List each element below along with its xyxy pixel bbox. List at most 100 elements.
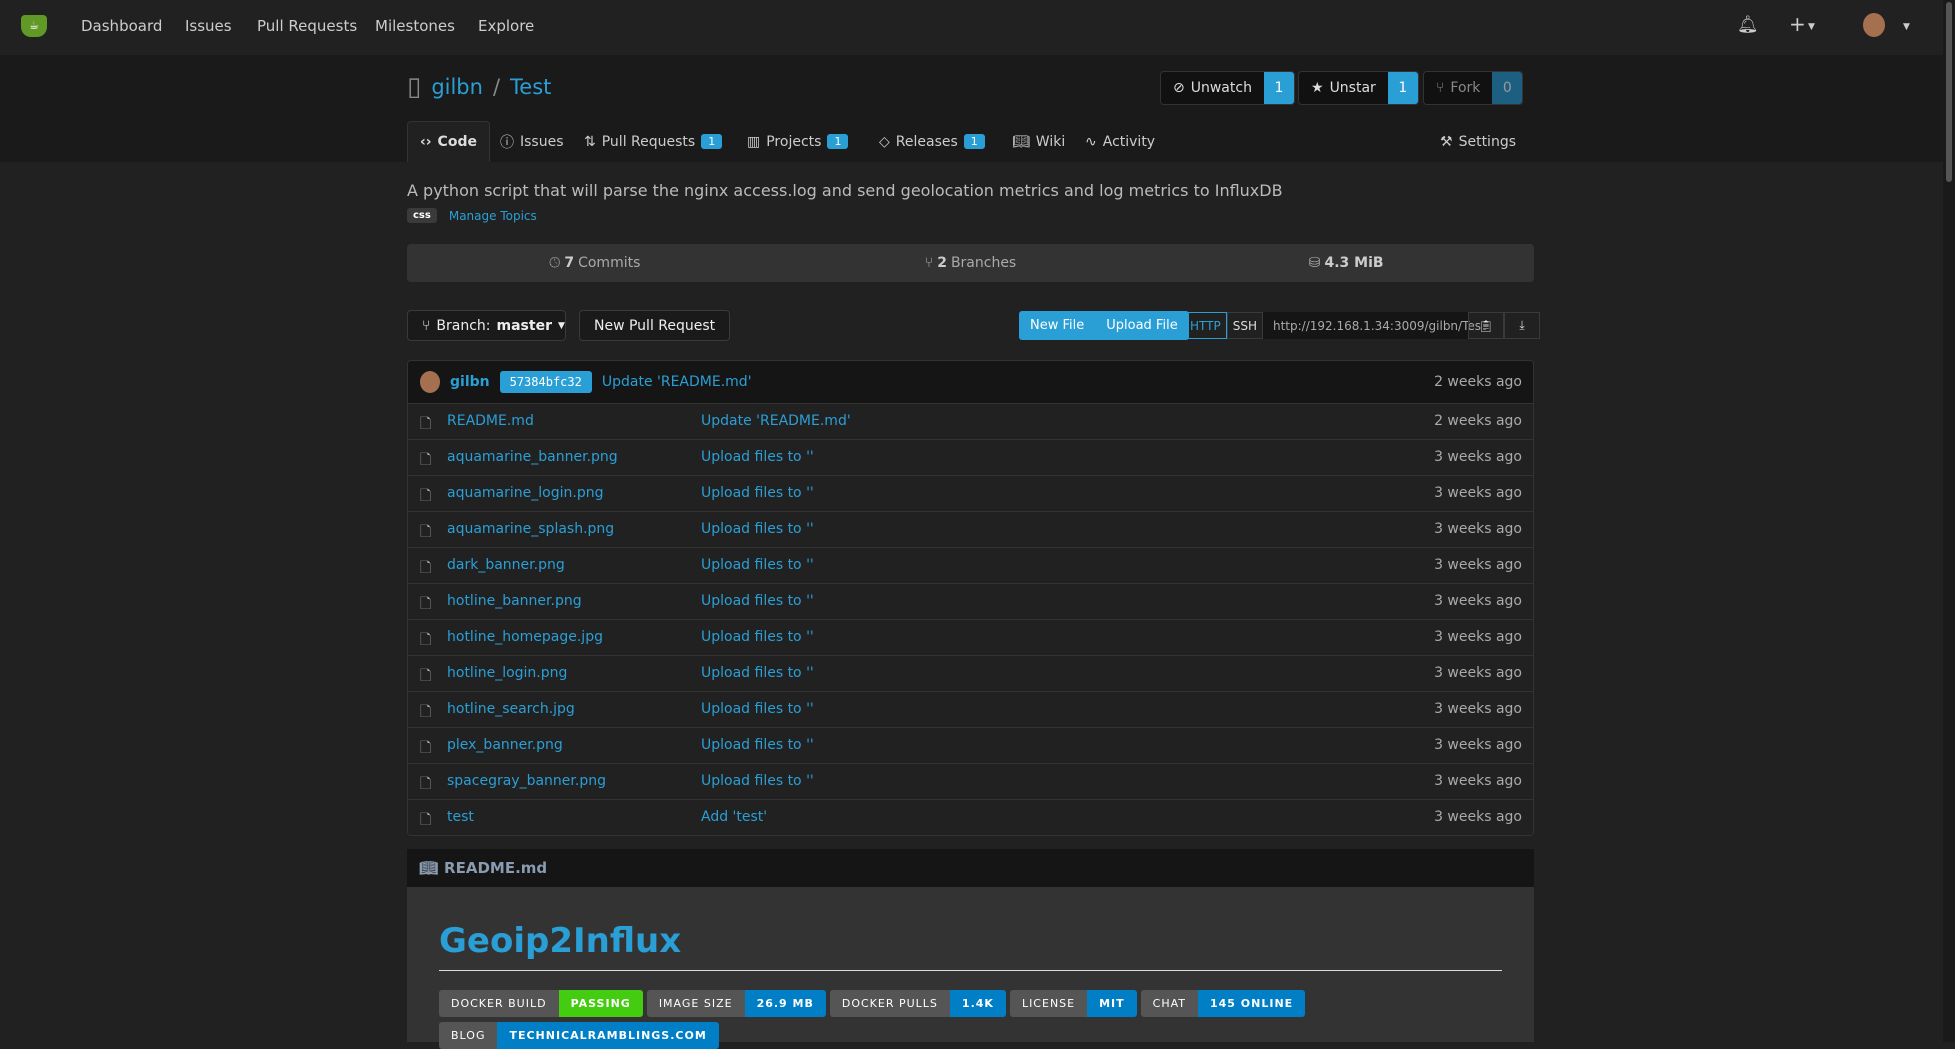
commit-author[interactable]: gilbn — [450, 374, 490, 390]
readme-badge[interactable]: BLOG TECHNICALRAMBLINGS.COM — [439, 1022, 719, 1049]
commit-message[interactable]: Update 'README.md' — [601, 374, 752, 390]
readme-badge[interactable]: IMAGE SIZE 26.9 MB — [646, 990, 826, 1017]
repo-tabs: ‹› Code ⓘ Issues ⇅ Pull Requests 1 ▥ Projects… — [407, 121, 1534, 162]
branch-selector[interactable]: ⑂ Branch: master ▼ — [407, 310, 566, 341]
commit-sha[interactable]: 57384bfc32 — [499, 371, 592, 393]
download-icon[interactable]: ⤓ — [1503, 312, 1540, 339]
file-commit-link[interactable]: Add 'test' — [701, 809, 768, 825]
repo-icon: ▯ — [407, 72, 422, 102]
tab-settings[interactable]: ⚒ Settings — [1440, 121, 1516, 162]
file-time: 3 weeks ago — [1434, 773, 1522, 789]
manage-topics-link[interactable]: Manage Topics — [448, 208, 537, 223]
file-time: 3 weeks ago — [1434, 521, 1522, 537]
chevron-down-icon[interactable]: ▼ — [1903, 22, 1910, 32]
file-name-link[interactable]: aquamarine_splash.png — [447, 521, 615, 537]
file-commit-link[interactable]: Upload files to '' — [701, 593, 814, 609]
file-name-link[interactable]: aquamarine_login.png — [447, 485, 604, 501]
readme-badge[interactable]: LICENSE MIT — [1009, 990, 1137, 1017]
repo-name-link[interactable]: Test — [510, 75, 552, 99]
repo-owner-link[interactable]: gilbn — [431, 75, 483, 99]
file-row: 🗋︎ test Add 'test' 3 weeks ago — [408, 799, 1533, 835]
file-commit-link[interactable]: Upload files to '' — [701, 449, 814, 465]
user-avatar[interactable] — [1863, 13, 1885, 37]
commits-stat[interactable]: 🕓︎ 7 Commits — [407, 244, 783, 282]
fork-count[interactable]: 0 — [1492, 72, 1523, 104]
branches-stat[interactable]: ⑂ 2 Branches — [783, 244, 1159, 282]
nav-dashboard[interactable]: Dashboard — [81, 17, 163, 35]
file-name-link[interactable]: hotline_search.jpg — [447, 701, 575, 717]
divider — [439, 970, 1502, 971]
file-icon: 🗋︎ — [420, 452, 432, 468]
nav-issues[interactable]: Issues — [185, 17, 232, 35]
nav-pull-requests[interactable]: Pull Requests — [257, 17, 358, 35]
unwatch-button[interactable]: ⊘ Unwatch 1 — [1160, 71, 1295, 105]
file-name-link[interactable]: README.md — [447, 413, 534, 429]
file-name-link[interactable]: plex_banner.png — [447, 737, 563, 753]
topics: css Manage Topics — [407, 208, 1534, 223]
file-commit-link[interactable]: Upload files to '' — [701, 773, 814, 789]
file-commit-link[interactable]: Upload files to '' — [701, 557, 814, 573]
readme-title: Geoip2Influx — [439, 921, 682, 961]
count-badge: 1 — [827, 134, 849, 149]
fork-label: Fork — [1450, 80, 1481, 96]
tab-code[interactable]: ‹› Code — [407, 121, 490, 162]
file-time: 3 weeks ago — [1434, 629, 1522, 645]
file-commit-link[interactable]: Upload files to '' — [701, 485, 814, 501]
file-row: 🗋︎ hotline_homepage.jpg Upload files to … — [408, 619, 1533, 655]
star-count[interactable]: 1 — [1387, 72, 1418, 104]
create-plus-icon[interactable]: + — [1789, 12, 1806, 36]
file-name-link[interactable]: hotline_homepage.jpg — [447, 629, 603, 645]
fork-button[interactable]: ⑂ Fork 0 — [1423, 71, 1524, 105]
new-file-button[interactable]: New File — [1030, 318, 1085, 333]
tab-issues[interactable]: ⓘ Issues — [500, 121, 564, 162]
bell-icon[interactable]: 🔔︎ — [1737, 15, 1759, 35]
http-button[interactable]: HTTP — [1184, 312, 1227, 339]
file-name-link[interactable]: spacegray_banner.png — [447, 773, 606, 789]
pull-request-icon: ⇅ — [584, 133, 596, 150]
file-commit-link[interactable]: Upload files to '' — [701, 665, 814, 681]
watch-count[interactable]: 1 — [1263, 72, 1294, 104]
badge-key: IMAGE SIZE — [646, 990, 745, 1017]
file-row: 🗋︎ README.md Update 'README.md' 2 weeks … — [408, 403, 1533, 439]
nav-explore[interactable]: Explore — [478, 17, 535, 35]
file-commit-link[interactable]: Upload files to '' — [701, 701, 814, 717]
tab-projects[interactable]: ▥ Projects 1 — [747, 121, 849, 162]
project-icon: ▥ — [747, 133, 761, 150]
file-name-link[interactable]: hotline_login.png — [447, 665, 568, 681]
new-pull-request-button[interactable]: New Pull Request — [579, 310, 731, 341]
readme-badge[interactable]: DOCKER PULLS 1.4K — [829, 990, 1006, 1017]
tab-label: Wiki — [1035, 133, 1066, 150]
ssh-button[interactable]: SSH — [1226, 312, 1263, 339]
file-icon: 🗋︎ — [420, 740, 432, 756]
chevron-down-icon[interactable]: ▼ — [1808, 22, 1815, 32]
tab-wiki[interactable]: 📖︎ Wiki — [1012, 121, 1065, 162]
book-icon: 📖︎ — [1012, 133, 1030, 150]
file-name-link[interactable]: hotline_banner.png — [447, 593, 582, 609]
unstar-button[interactable]: ★ Unstar 1 — [1298, 71, 1419, 105]
file-time: 3 weeks ago — [1434, 449, 1522, 465]
scrollbar-thumb[interactable] — [1946, 2, 1952, 182]
file-name-link[interactable]: test — [447, 809, 474, 825]
clone-url-field[interactable]: http://192.168.1.34:3009/gilbn/Tes — [1262, 312, 1481, 339]
upload-file-button[interactable]: Upload File — [1106, 318, 1178, 333]
file-commit-link[interactable]: Upload files to '' — [701, 521, 814, 537]
readme-badge[interactable]: CHAT 145 ONLINE — [1140, 990, 1306, 1017]
gitea-logo-icon[interactable]: ☕ — [21, 15, 47, 37]
star-icon: ★ — [1311, 80, 1324, 96]
file-commit-link[interactable]: Update 'README.md' — [701, 413, 851, 429]
scrollbar[interactable] — [1943, 0, 1955, 1042]
nav-milestones[interactable]: Milestones — [375, 17, 455, 35]
readme-badge[interactable]: DOCKER BUILD PASSING — [439, 990, 643, 1017]
topic-tag[interactable]: css — [407, 208, 437, 223]
tab-releases[interactable]: ◇ Releases 1 — [879, 121, 985, 162]
file-time: 3 weeks ago — [1434, 809, 1522, 825]
file-name-link[interactable]: dark_banner.png — [447, 557, 565, 573]
file-name-link[interactable]: aquamarine_banner.png — [447, 449, 618, 465]
tab-activity[interactable]: ∿ Activity — [1085, 121, 1155, 162]
file-commit-link[interactable]: Upload files to '' — [701, 629, 814, 645]
file-commit-link[interactable]: Upload files to '' — [701, 737, 814, 753]
file-icon: 🗋︎ — [420, 704, 432, 720]
clipboard-icon[interactable]: 📋︎ — [1467, 312, 1504, 339]
tab-pull-requests[interactable]: ⇅ Pull Requests 1 — [584, 121, 723, 162]
file-icon: 🗋︎ — [420, 524, 432, 540]
